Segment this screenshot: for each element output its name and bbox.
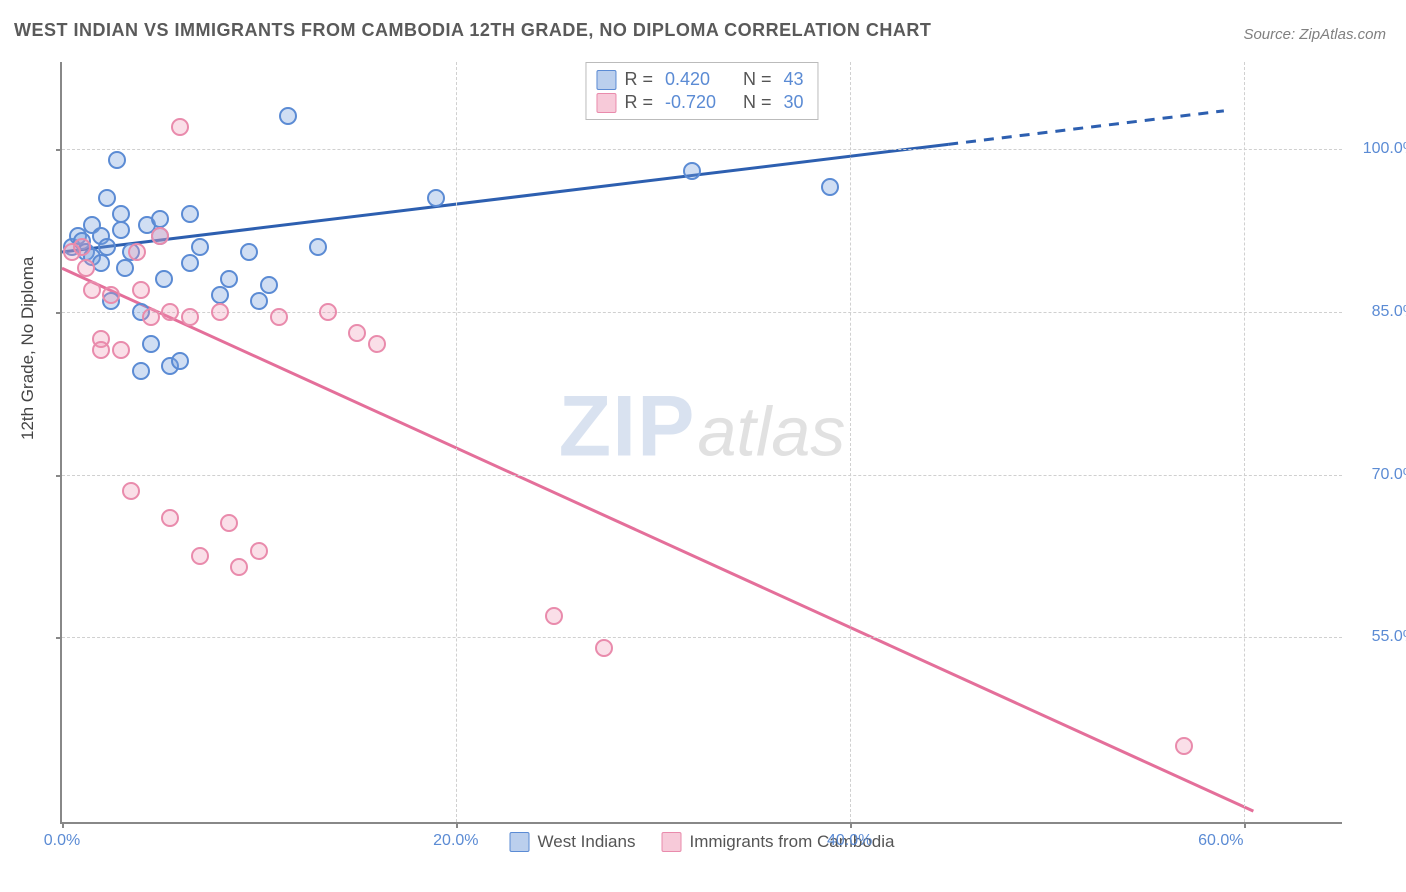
n-label: N = <box>743 92 772 113</box>
data-point <box>128 243 146 261</box>
data-point <box>595 639 613 657</box>
data-point <box>260 276 278 294</box>
plot-area: ZIP atlas R =0.420N =43R =-0.720N =30 We… <box>60 62 1342 824</box>
data-point <box>132 281 150 299</box>
data-point <box>92 254 110 272</box>
data-point <box>220 514 238 532</box>
data-point <box>250 292 268 310</box>
data-point <box>73 238 91 256</box>
data-point <box>116 259 134 277</box>
data-point <box>83 281 101 299</box>
data-point <box>151 227 169 245</box>
data-point <box>181 205 199 223</box>
ytick-label: 85.0% <box>1372 303 1406 321</box>
data-point <box>112 221 130 239</box>
data-point <box>220 270 238 288</box>
data-point <box>240 243 258 261</box>
xtick-label: 0.0% <box>44 832 80 850</box>
data-point <box>427 189 445 207</box>
chart-title: WEST INDIAN VS IMMIGRANTS FROM CAMBODIA … <box>14 20 931 41</box>
data-point <box>279 107 297 125</box>
trend-lines <box>62 62 1342 822</box>
ytick-label: 70.0% <box>1372 466 1406 484</box>
data-point <box>181 308 199 326</box>
gridline-h <box>62 475 1342 476</box>
legend-correlation: R = 0.420 N = 43 R = -0.720 N = 30 <box>585 62 818 120</box>
n-value: 43 <box>784 69 804 90</box>
data-point <box>132 362 150 380</box>
gridline-v <box>850 62 851 822</box>
gridline-h <box>62 149 1342 150</box>
data-point <box>142 308 160 326</box>
legend-row: R = -0.720 N = 30 <box>596 92 803 113</box>
data-point <box>102 286 120 304</box>
data-point <box>821 178 839 196</box>
data-point <box>348 324 366 342</box>
r-label: R = <box>624 92 653 113</box>
data-point <box>98 189 116 207</box>
data-point <box>545 607 563 625</box>
data-point <box>211 303 229 321</box>
data-point <box>319 303 337 321</box>
ytick-label: 55.0% <box>1372 628 1406 646</box>
gridline-h <box>62 637 1342 638</box>
data-point <box>191 547 209 565</box>
r-value: -0.720 <box>665 92 725 113</box>
data-point <box>270 308 288 326</box>
data-point <box>112 341 130 359</box>
data-point <box>155 270 173 288</box>
data-point <box>98 238 116 256</box>
data-point <box>142 335 160 353</box>
data-point <box>122 482 140 500</box>
legend-item: West Indians <box>510 832 636 852</box>
y-axis-label: 12th Grade, No Diploma <box>18 257 38 440</box>
data-point <box>1175 737 1193 755</box>
xtick-label: 40.0% <box>827 832 872 850</box>
gridline-h <box>62 312 1342 313</box>
source-label: Source: ZipAtlas.com <box>1243 26 1386 43</box>
data-point <box>92 341 110 359</box>
data-point <box>77 259 95 277</box>
ytick-label: 100.0% <box>1363 140 1406 158</box>
legend-swatch <box>596 93 616 113</box>
data-point <box>309 238 327 256</box>
data-point <box>171 118 189 136</box>
data-point <box>230 558 248 576</box>
gridline-v <box>1244 62 1245 822</box>
legend-swatch <box>596 70 616 90</box>
gridline-v <box>456 62 457 822</box>
data-point <box>368 335 386 353</box>
n-label: N = <box>743 69 772 90</box>
r-label: R = <box>624 69 653 90</box>
data-point <box>171 352 189 370</box>
xtick-label: 20.0% <box>433 832 478 850</box>
data-point <box>181 254 199 272</box>
data-point <box>112 205 130 223</box>
data-point <box>161 509 179 527</box>
data-point <box>250 542 268 560</box>
legend-label: West Indians <box>538 832 636 852</box>
n-value: 30 <box>784 92 804 113</box>
legend-row: R = 0.420 N = 43 <box>596 69 803 90</box>
xtick-label: 60.0% <box>1198 832 1243 850</box>
data-point <box>683 162 701 180</box>
legend-swatch <box>661 832 681 852</box>
data-point <box>108 151 126 169</box>
data-point <box>191 238 209 256</box>
data-point <box>161 303 179 321</box>
r-value: 0.420 <box>665 69 725 90</box>
legend-swatch <box>510 832 530 852</box>
